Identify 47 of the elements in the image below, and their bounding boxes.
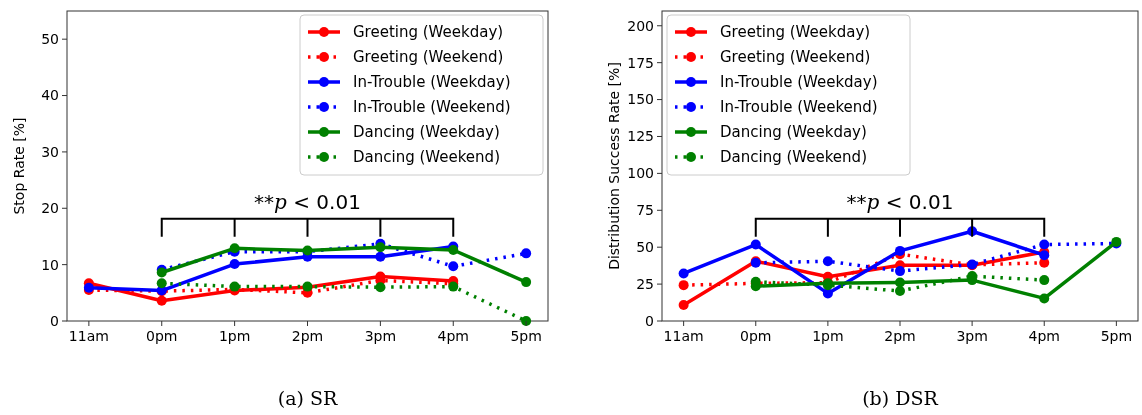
x-tick-label: 0pm xyxy=(146,328,178,344)
legend-label: In-Trouble (Weekend) xyxy=(353,98,511,117)
y-tick-label: 100 xyxy=(627,165,654,182)
y-tick-label: 75 xyxy=(636,202,654,219)
y-tick-label: 125 xyxy=(627,128,654,145)
legend-label: Greeting (Weekend) xyxy=(720,48,871,67)
legend-label: In-Trouble (Weekend) xyxy=(720,98,878,117)
y-tick-label: 20 xyxy=(41,200,59,217)
y-tick-label: 50 xyxy=(636,239,654,256)
y-tick-label: 0 xyxy=(645,312,654,329)
y-tick-label: 150 xyxy=(627,91,654,108)
legend-label: Greeting (Weekday) xyxy=(353,23,504,42)
annotation: **p < 0.01 xyxy=(846,189,954,214)
legend-label: In-Trouble (Weekday) xyxy=(720,73,878,92)
legend-label: Greeting (Weekend) xyxy=(353,48,504,67)
x-tick-label: 1pm xyxy=(812,328,844,344)
y-tick-label: 175 xyxy=(627,54,654,71)
legend-label: Dancing (Weekend) xyxy=(353,148,500,167)
y-tick-label: 40 xyxy=(41,87,59,104)
text: (a) SR xyxy=(277,387,338,409)
x-tick-label: 0pm xyxy=(740,328,772,344)
text: (b) DSR xyxy=(862,387,939,409)
legend-label: Dancing (Weekday) xyxy=(720,123,867,142)
x-tick-label: 2pm xyxy=(884,328,916,344)
x-tick-label: 1pm xyxy=(218,328,251,344)
x-tick-label: 4pm xyxy=(437,328,469,344)
x-tick-label: 11am xyxy=(663,328,704,344)
y-tick-label: 0 xyxy=(50,312,59,329)
x-tick-label: 2pm xyxy=(291,328,324,344)
y-tick-label: 200 xyxy=(627,17,654,34)
y-axis-title: Distribution Success Rate [%] xyxy=(606,62,622,270)
legend-label: Greeting (Weekday) xyxy=(720,23,871,42)
annotation: **p < 0.01 xyxy=(254,189,361,214)
y-tick-label: 50 xyxy=(41,31,59,48)
y-tick-label: 10 xyxy=(41,256,59,273)
x-tick-label: 3pm xyxy=(956,328,988,344)
y-tick-label: 25 xyxy=(636,276,654,292)
y-axis-title: Stop Rate [%] xyxy=(11,117,27,215)
legend-label: In-Trouble (Weekday) xyxy=(353,73,511,92)
x-tick-label: 4pm xyxy=(1028,328,1060,344)
y-tick-label: 30 xyxy=(41,143,59,160)
legend-label: Dancing (Weekend) xyxy=(720,148,867,167)
x-tick-label: 11am xyxy=(68,328,109,344)
x-tick-label: 5pm xyxy=(1100,328,1133,344)
x-tick-label: 5pm xyxy=(510,328,542,344)
x-tick-label: 3pm xyxy=(364,328,397,344)
legend-label: Dancing (Weekday) xyxy=(353,123,500,142)
